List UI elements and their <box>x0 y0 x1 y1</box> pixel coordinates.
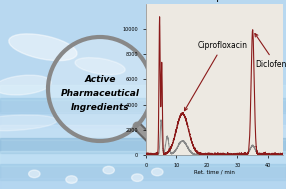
Polygon shape <box>0 178 286 189</box>
X-axis label: Ret. time / min: Ret. time / min <box>194 169 235 174</box>
Ellipse shape <box>75 58 125 75</box>
Circle shape <box>152 168 163 176</box>
Polygon shape <box>0 138 286 153</box>
Polygon shape <box>0 164 286 180</box>
Circle shape <box>103 166 114 174</box>
Polygon shape <box>0 125 286 140</box>
Text: Pharmaceutical: Pharmaceutical <box>61 88 140 98</box>
Circle shape <box>132 174 143 181</box>
FancyArrowPatch shape <box>137 126 158 147</box>
Text: Ciprofloxacin: Ciprofloxacin <box>184 41 248 111</box>
Polygon shape <box>0 85 286 100</box>
Text: Active: Active <box>84 74 116 84</box>
Circle shape <box>66 176 77 183</box>
FancyArrowPatch shape <box>137 126 158 147</box>
Polygon shape <box>0 98 286 113</box>
Text: Ingredients: Ingredients <box>71 102 129 112</box>
Ellipse shape <box>9 34 77 61</box>
Text: Diclofenac: Diclofenac <box>255 34 286 69</box>
Polygon shape <box>0 112 286 127</box>
Circle shape <box>48 37 152 141</box>
Ellipse shape <box>0 115 57 131</box>
Polygon shape <box>0 151 286 166</box>
Ellipse shape <box>0 75 51 95</box>
Text: APIs quantification: APIs quantification <box>189 0 280 2</box>
Circle shape <box>29 170 40 178</box>
